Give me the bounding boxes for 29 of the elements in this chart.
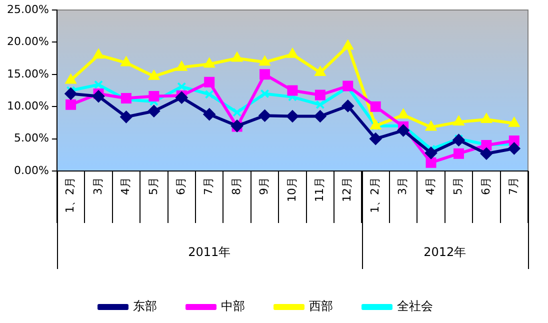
text: 2011年 <box>188 245 231 260</box>
x-tick-label: 6月 <box>174 177 188 195</box>
x-tick-label: 6月 <box>479 177 492 195</box>
x-tick-label: 5月 <box>452 177 465 195</box>
x-tick-label: 1、2月 <box>368 177 382 213</box>
x-tick-label: 5月 <box>146 177 160 195</box>
y-tick-label: 5.00% <box>14 132 49 145</box>
x-tick-label: 4月 <box>119 177 132 195</box>
y-tick-label: 20.00% <box>6 35 49 48</box>
x-tick-label: 3月 <box>396 177 410 195</box>
legend-label: 东部 <box>133 299 157 314</box>
text: 2012年 <box>424 245 466 260</box>
legend-label: 西部 <box>309 299 333 314</box>
y-tick-label: 0.00% <box>14 164 49 177</box>
x-tick-label: 7月 <box>507 177 520 195</box>
x-tick-label: 7月 <box>202 177 216 195</box>
y-tick-label: 10.00% <box>6 99 49 112</box>
y-tick-label: 15.00% <box>6 67 49 80</box>
x-tick-label: 12月 <box>340 177 354 202</box>
x-tick-label: 1、2月 <box>64 177 77 213</box>
x-tick-label: 3月 <box>91 177 104 195</box>
x-tick-label: 10月 <box>285 177 298 202</box>
x-tick-label: 11月 <box>313 177 326 202</box>
y-tick-label: 25.00% <box>6 2 49 16</box>
x-tick-label: 9月 <box>258 177 271 195</box>
legend-label: 全社会 <box>397 299 433 314</box>
legend-label: 中部 <box>221 299 245 314</box>
x-tick-label: 8月 <box>230 177 243 195</box>
x-tick-label: 4月 <box>424 177 437 195</box>
